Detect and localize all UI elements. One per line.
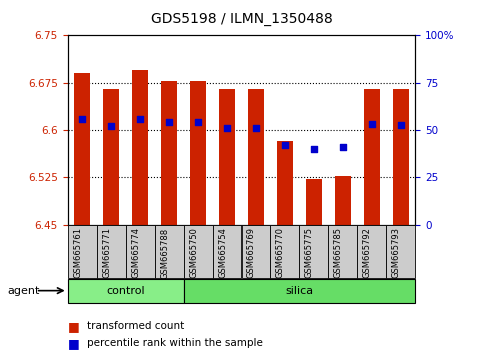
Bar bbox=[219, 89, 235, 225]
Bar bbox=[393, 89, 409, 225]
Bar bbox=[357, 225, 386, 278]
Point bbox=[368, 121, 376, 127]
Text: agent: agent bbox=[7, 286, 40, 296]
Bar bbox=[248, 89, 264, 225]
Bar bbox=[103, 89, 119, 225]
Point bbox=[252, 125, 260, 131]
Bar bbox=[97, 225, 126, 278]
Bar bbox=[132, 70, 148, 225]
Point bbox=[136, 116, 144, 122]
Text: GSM665792: GSM665792 bbox=[363, 227, 372, 278]
Bar bbox=[161, 81, 177, 225]
Text: ■: ■ bbox=[68, 337, 79, 350]
Point bbox=[165, 119, 173, 125]
Text: GSM665761: GSM665761 bbox=[73, 227, 82, 279]
Bar bbox=[184, 225, 213, 278]
Bar bbox=[74, 73, 90, 225]
Text: GSM665775: GSM665775 bbox=[305, 227, 314, 279]
Text: GSM665785: GSM665785 bbox=[334, 227, 343, 279]
Text: GSM665771: GSM665771 bbox=[102, 227, 111, 279]
Text: GSM665754: GSM665754 bbox=[218, 227, 227, 278]
Bar bbox=[242, 225, 270, 278]
Bar bbox=[306, 179, 322, 225]
Text: GDS5198 / ILMN_1350488: GDS5198 / ILMN_1350488 bbox=[151, 12, 332, 27]
Point bbox=[397, 122, 405, 128]
Text: GSM665788: GSM665788 bbox=[160, 227, 169, 279]
Point bbox=[223, 125, 231, 131]
Bar bbox=[386, 225, 415, 278]
Point bbox=[194, 119, 202, 125]
Bar bbox=[184, 279, 415, 303]
Text: GSM665770: GSM665770 bbox=[276, 227, 285, 279]
Bar bbox=[299, 225, 328, 278]
Text: GSM665769: GSM665769 bbox=[247, 227, 256, 279]
Point bbox=[107, 123, 115, 129]
Point bbox=[310, 146, 318, 152]
Text: silica: silica bbox=[285, 286, 313, 296]
Bar bbox=[270, 225, 299, 278]
Bar bbox=[155, 225, 184, 278]
Point bbox=[281, 142, 289, 148]
Bar bbox=[364, 89, 380, 225]
Point bbox=[339, 144, 347, 150]
Point bbox=[78, 116, 86, 122]
Text: GSM665750: GSM665750 bbox=[189, 227, 198, 278]
Bar bbox=[68, 279, 184, 303]
Text: GSM665774: GSM665774 bbox=[131, 227, 140, 279]
Text: percentile rank within the sample: percentile rank within the sample bbox=[87, 338, 263, 348]
Text: transformed count: transformed count bbox=[87, 321, 184, 331]
Bar bbox=[190, 81, 206, 225]
Bar bbox=[335, 176, 351, 225]
Bar bbox=[213, 225, 242, 278]
Bar bbox=[68, 225, 97, 278]
Bar bbox=[126, 225, 155, 278]
Bar bbox=[277, 141, 293, 225]
Text: ■: ■ bbox=[68, 320, 79, 333]
Bar bbox=[328, 225, 357, 278]
Text: control: control bbox=[106, 286, 145, 296]
Text: GSM665793: GSM665793 bbox=[392, 227, 401, 279]
